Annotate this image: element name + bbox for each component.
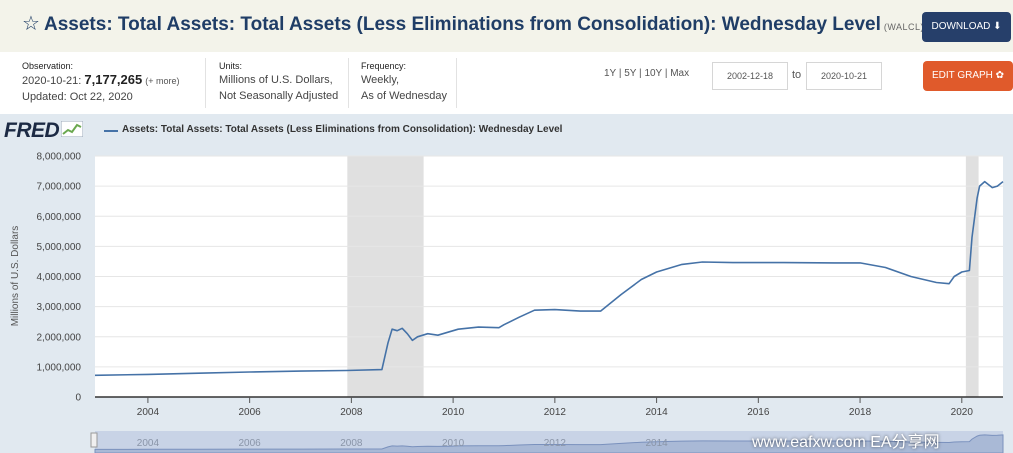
legend-label: Assets: Total Assets: Total Assets (Less… xyxy=(122,124,563,135)
to-label: to xyxy=(792,69,802,81)
observation-label: Observation: xyxy=(22,61,74,71)
start-date-input[interactable]: 2002-12-18 xyxy=(712,62,788,90)
end-date-input[interactable]: 2020-10-21 xyxy=(806,62,882,90)
units-block: Units: Millions of U.S. Dollars, Not Sea… xyxy=(219,60,338,104)
title-bar: ☆ Assets: Total Assets: Total Assets (Le… xyxy=(0,0,1013,52)
range-max-link[interactable]: Max xyxy=(670,68,690,79)
navigator-label: 2014 xyxy=(645,438,668,449)
y-tick-label: 0 xyxy=(75,393,81,404)
x-tick-label: 2006 xyxy=(239,407,262,418)
frequency-label: Frequency: xyxy=(361,61,407,71)
navigator-series xyxy=(94,434,1004,453)
fred-chart-icon xyxy=(60,120,84,138)
more-link[interactable]: (+ more) xyxy=(145,76,180,86)
x-tick-label: 2014 xyxy=(645,407,668,418)
range-5y-link[interactable]: 5Y xyxy=(624,68,637,79)
x-tick-label: 2008 xyxy=(340,407,363,418)
range-10y-link[interactable]: 10Y xyxy=(644,68,663,79)
navigator-label: 2008 xyxy=(340,438,363,449)
series-line xyxy=(94,180,1004,377)
observation-value: 7,177,265 xyxy=(84,72,143,87)
navigator-label: 2010 xyxy=(442,438,465,449)
observation-block: Observation: 2020-10-21: 7,177,265 (+ mo… xyxy=(22,60,180,105)
units-line-1: Millions of U.S. Dollars, xyxy=(219,74,333,86)
range-links: 1Y | 5Y | 10Y | Max xyxy=(604,68,690,79)
units-line-2: Not Seasonally Adjusted xyxy=(219,90,339,102)
y-tick-label: 4,000,000 xyxy=(37,272,82,283)
navigator-label: 2012 xyxy=(544,438,567,449)
download-button[interactable]: DOWNLOAD ⬇ xyxy=(922,12,1011,42)
navigator-label: 2004 xyxy=(137,438,160,449)
y-tick-label: 3,000,000 xyxy=(37,302,82,313)
frequency-block: Frequency: Weekly, As of Wednesday xyxy=(361,60,447,104)
frequency-line-1: Weekly, xyxy=(361,74,400,86)
x-tick-label: 2010 xyxy=(442,407,465,418)
watermark-text: www.eafxw.com EA分享网 xyxy=(752,434,940,451)
navigator-label: 2006 xyxy=(239,438,262,449)
units-label: Units: xyxy=(219,61,243,71)
y-tick-label: 7,000,000 xyxy=(37,182,82,193)
x-tick-label: 2020 xyxy=(951,407,974,418)
y-axis-label: Millions of U.S. Dollars xyxy=(10,226,21,327)
frequency-line-2: As of Wednesday xyxy=(361,90,448,102)
navigator-handle xyxy=(90,432,98,448)
y-tick-label: 1,000,000 xyxy=(37,362,82,373)
series-code: (WALCL) xyxy=(883,22,925,32)
x-tick-label: 2018 xyxy=(849,407,872,418)
fred-logo-text: FRED xyxy=(4,119,60,142)
observation-date: 2020-10-21: xyxy=(22,75,82,87)
edit-graph-button[interactable]: EDIT GRAPH ✿ xyxy=(923,61,1013,91)
divider xyxy=(205,58,206,108)
fred-logo: FRED xyxy=(4,119,84,143)
observation-value-line: 2020-10-21: 7,177,265 (+ more) xyxy=(22,72,180,89)
legend-swatch xyxy=(104,130,118,132)
divider xyxy=(348,58,349,108)
range-1y-link[interactable]: 1Y xyxy=(604,68,617,79)
divider xyxy=(456,58,457,108)
x-tick-label: 2012 xyxy=(544,407,567,418)
series-title-text: Assets: Total Assets: Total Assets (Less… xyxy=(44,14,881,35)
y-tick-label: 2,000,000 xyxy=(37,332,82,343)
y-tick-label: 5,000,000 xyxy=(37,242,82,253)
line-chart: 0 1,000,000 2,000,000 3,000,000 4,000,000 5,0… xyxy=(10,152,1004,453)
page-title: Assets: Total Assets: Total Assets (Less… xyxy=(44,13,924,39)
x-tick-label: 2016 xyxy=(747,407,770,418)
y-tick-label: 6,000,000 xyxy=(37,212,82,223)
x-tick-label: 2004 xyxy=(137,407,160,418)
y-tick-label: 8,000,000 xyxy=(37,152,82,163)
updated-text: Updated: Oct 22, 2020 xyxy=(22,91,133,103)
star-icon[interactable]: ☆ xyxy=(22,13,40,35)
